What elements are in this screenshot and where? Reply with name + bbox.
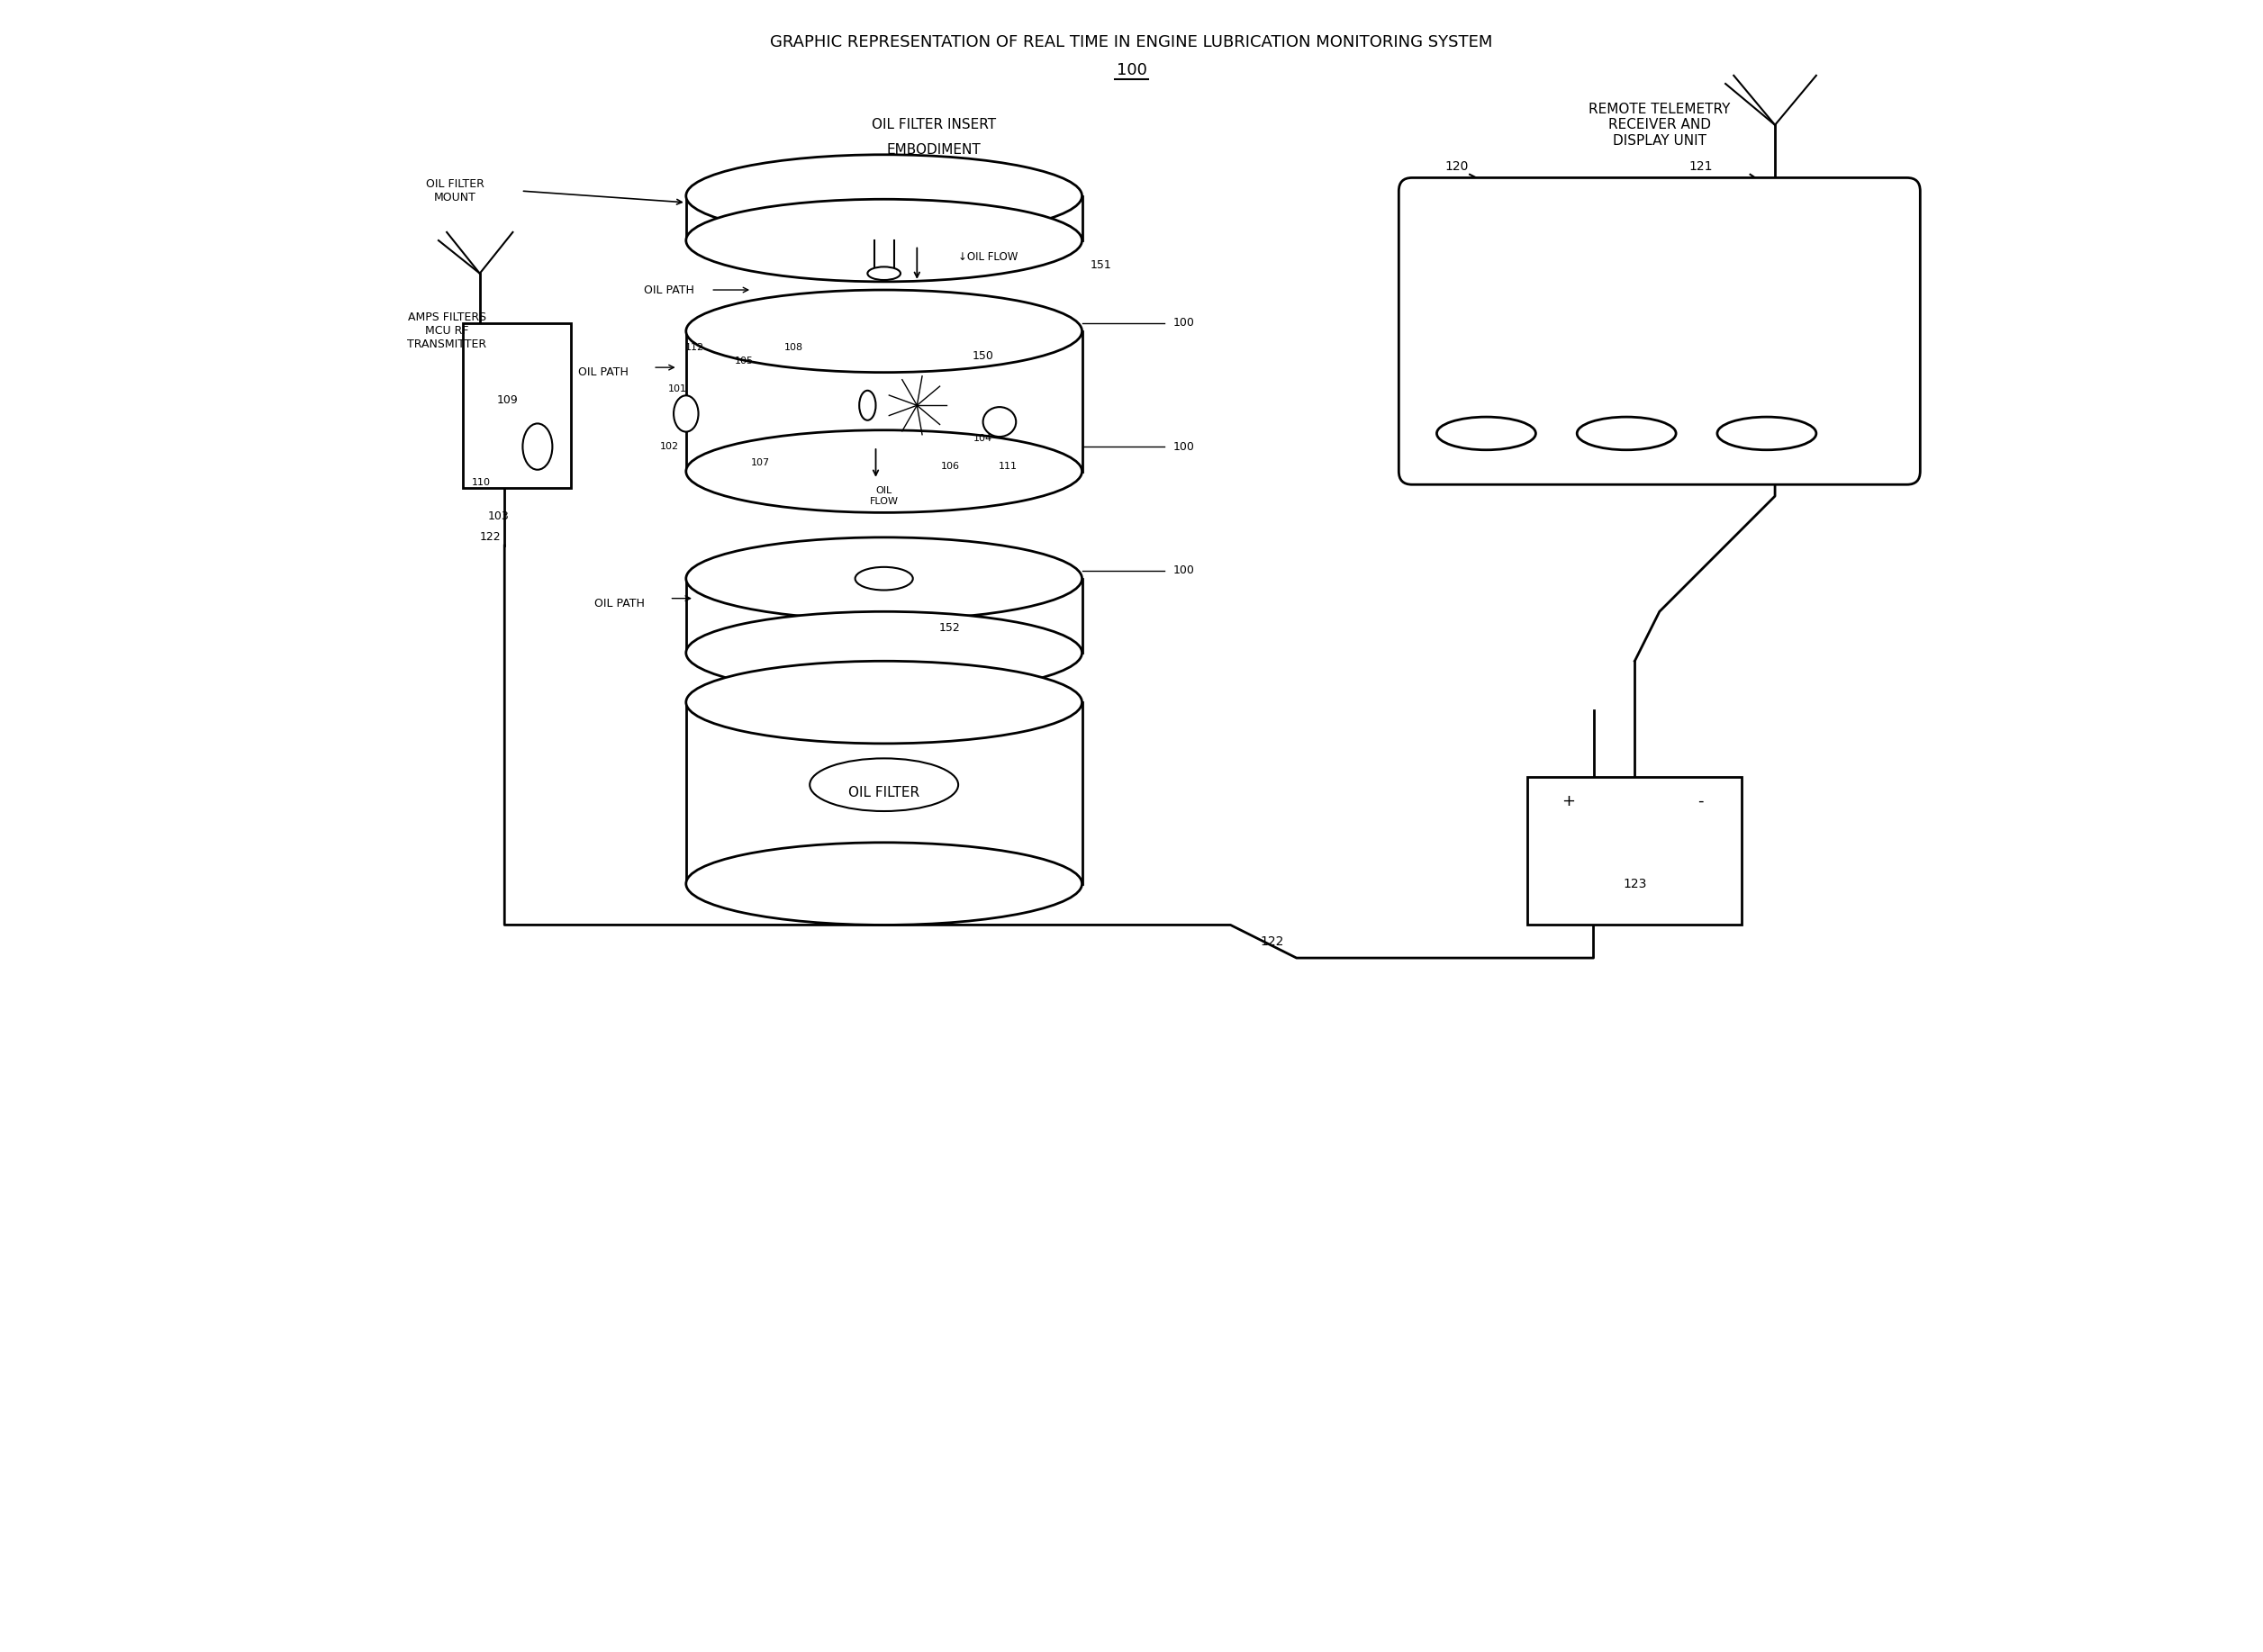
Ellipse shape (867, 268, 901, 281)
Ellipse shape (860, 390, 876, 420)
Text: 106: 106 (941, 463, 960, 471)
Text: 120: 120 (1446, 160, 1469, 172)
Text: 121: 121 (1688, 160, 1713, 172)
Text: 100: 100 (1172, 565, 1195, 577)
Text: AMPS FILTERS
MCU RF
TRANSMITTER: AMPS FILTERS MCU RF TRANSMITTER (407, 312, 487, 350)
Text: 110: 110 (471, 479, 491, 487)
Ellipse shape (1718, 416, 1817, 449)
Text: REMOTE TELEMETRY
RECEIVER AND
DISPLAY UNIT: REMOTE TELEMETRY RECEIVER AND DISPLAY UN… (1589, 102, 1731, 147)
Text: 123: 123 (1623, 877, 1647, 890)
Text: ↓OIL FLOW: ↓OIL FLOW (957, 251, 1018, 263)
Text: 122: 122 (1260, 935, 1283, 948)
Ellipse shape (686, 430, 1082, 512)
Ellipse shape (686, 155, 1082, 238)
Ellipse shape (1577, 416, 1677, 449)
Text: 100: 100 (1172, 441, 1195, 453)
Ellipse shape (686, 661, 1082, 743)
Text: 111: 111 (998, 463, 1016, 471)
Text: 102: 102 (661, 443, 679, 451)
Text: OIL FILTER: OIL FILTER (849, 786, 919, 800)
Ellipse shape (686, 289, 1082, 372)
Ellipse shape (982, 406, 1016, 436)
Text: 150: 150 (973, 350, 993, 362)
Text: 105: 105 (733, 357, 754, 365)
Text: EMBODIMENT: EMBODIMENT (887, 144, 980, 157)
Text: 109: 109 (498, 395, 518, 406)
Text: 101: 101 (668, 385, 688, 393)
Text: +: + (1561, 793, 1575, 809)
Ellipse shape (686, 537, 1082, 620)
Text: 108: 108 (783, 344, 803, 352)
Text: OIL PATH: OIL PATH (595, 598, 645, 610)
Text: 112: 112 (686, 344, 704, 352)
Text: -: - (1697, 793, 1704, 809)
Text: 104: 104 (973, 434, 993, 443)
Text: OIL FILTER INSERT: OIL FILTER INSERT (871, 119, 996, 132)
Ellipse shape (523, 423, 552, 469)
Text: OIL
FLOW: OIL FLOW (869, 486, 898, 506)
Text: OIL PATH: OIL PATH (577, 367, 629, 378)
FancyBboxPatch shape (1399, 178, 1921, 484)
Text: 107: 107 (751, 459, 769, 468)
Ellipse shape (674, 395, 699, 431)
Ellipse shape (1437, 416, 1537, 449)
Text: 100: 100 (1172, 317, 1195, 329)
Text: 122: 122 (480, 532, 500, 544)
Text: OIL PATH: OIL PATH (645, 284, 695, 296)
Ellipse shape (686, 611, 1082, 694)
Text: 151: 151 (1091, 259, 1111, 271)
Bar (1528, 776, 1743, 925)
Ellipse shape (686, 843, 1082, 925)
Text: GRAPHIC REPRESENTATION OF REAL TIME IN ENGINE LUBRICATION MONITORING SYSTEM: GRAPHIC REPRESENTATION OF REAL TIME IN E… (769, 35, 1494, 51)
Text: 152: 152 (939, 623, 962, 634)
Text: OIL FILTER
MOUNT: OIL FILTER MOUNT (425, 178, 484, 203)
Text: 103: 103 (489, 510, 509, 522)
Ellipse shape (686, 200, 1082, 281)
Bar (464, 322, 570, 487)
Ellipse shape (855, 567, 912, 590)
Text: 100: 100 (1116, 63, 1147, 79)
